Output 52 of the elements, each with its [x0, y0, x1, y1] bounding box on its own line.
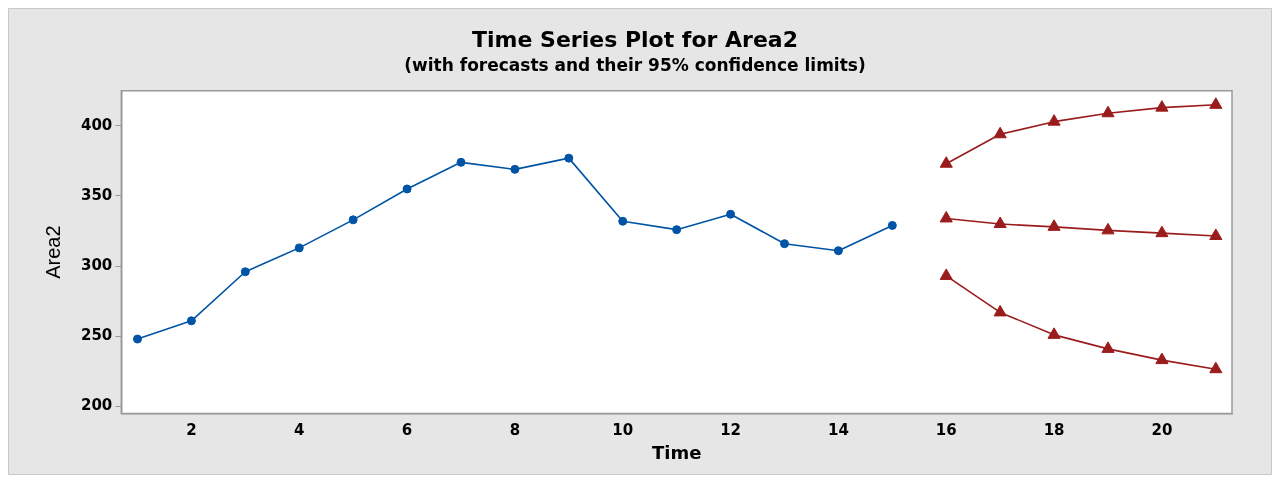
point — [1101, 222, 1115, 235]
point — [993, 216, 1007, 229]
x-tick-label: 18 — [1043, 421, 1065, 440]
chart-title: Time Series Plot for Area2 — [472, 26, 798, 52]
y-tick-label: 350 — [81, 185, 113, 204]
point — [186, 316, 196, 326]
point — [348, 215, 358, 225]
point — [1047, 327, 1061, 339]
point — [939, 210, 953, 223]
point — [672, 225, 682, 235]
point — [1209, 228, 1223, 240]
point — [618, 216, 628, 226]
x-tick-label: 8 — [509, 421, 521, 440]
y-tick-label: 300 — [81, 256, 113, 275]
point — [132, 334, 142, 344]
point — [564, 153, 574, 163]
point — [510, 164, 520, 174]
point — [1101, 105, 1115, 118]
point — [993, 304, 1007, 317]
point — [456, 157, 466, 167]
x-tick-label: 6 — [401, 421, 413, 440]
x-tick-label: 12 — [720, 421, 742, 440]
y-tick-label: 400 — [81, 115, 113, 134]
point — [240, 267, 250, 277]
x-tick-label: 14 — [827, 421, 849, 440]
x-tick-label: 10 — [612, 421, 634, 440]
point — [1209, 361, 1223, 374]
point — [887, 220, 897, 230]
x-tick-label: 16 — [935, 421, 957, 440]
x-tick-label: 20 — [1151, 421, 1173, 440]
chart-subtitle: (with forecasts and their 95% confidence limits) — [404, 55, 866, 76]
point — [1155, 100, 1169, 112]
y-tick-label: 200 — [81, 396, 113, 415]
y-axis-title: Area2 — [41, 225, 64, 279]
point — [833, 246, 843, 256]
y-tick-label: 250 — [81, 326, 113, 345]
point — [993, 126, 1007, 139]
point — [779, 239, 789, 249]
point — [1047, 219, 1061, 231]
point — [726, 209, 736, 219]
x-tick-label: 2 — [186, 421, 197, 440]
x-tick-label: 4 — [294, 421, 305, 440]
point — [939, 156, 953, 168]
point — [1047, 114, 1061, 126]
point — [1155, 352, 1169, 365]
point — [1209, 97, 1223, 109]
point — [1155, 225, 1169, 238]
point — [402, 184, 412, 194]
x-axis-title: Time — [651, 441, 702, 463]
point — [294, 243, 304, 253]
point — [1101, 341, 1115, 353]
point — [939, 268, 953, 280]
